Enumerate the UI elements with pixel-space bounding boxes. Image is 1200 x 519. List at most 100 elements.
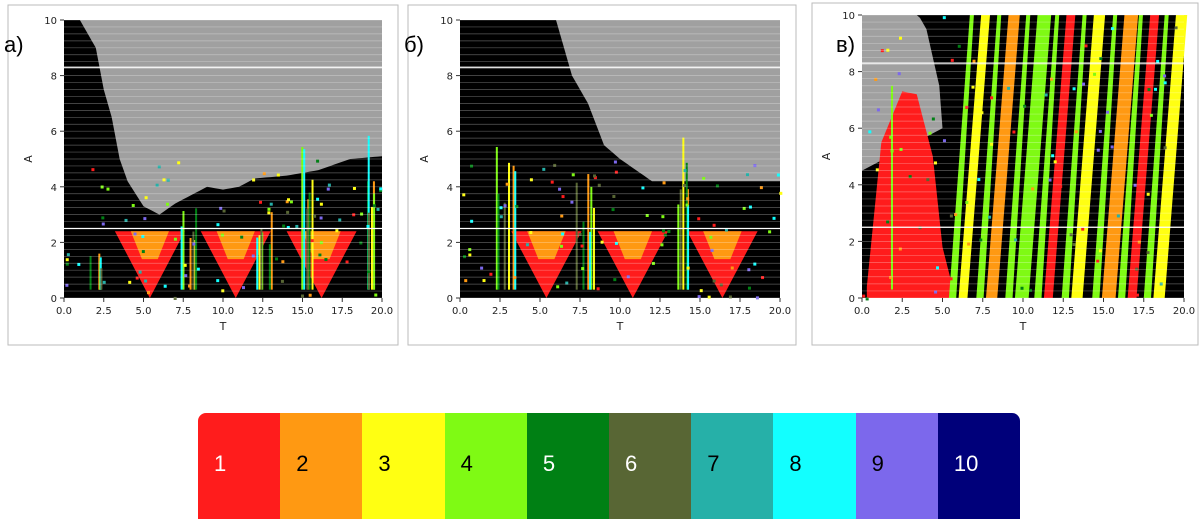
regime-dot	[1116, 214, 1120, 218]
chart-panel-2: 0.0 2.5 5.0 7.5 10.0 12.5 15.0 17.5 20.0 0 2 4 6 8 10 T…	[407, 4, 797, 346]
regime-dot	[1072, 87, 1076, 91]
regime-band	[679, 189, 682, 290]
regime-dot	[310, 239, 314, 243]
regime-dot	[597, 183, 601, 187]
regime-dot	[177, 161, 181, 165]
regime-dot	[565, 281, 569, 285]
regime-dot	[480, 266, 484, 270]
regime-band	[308, 192, 311, 290]
regime-dot	[613, 160, 617, 164]
regime-dot	[166, 202, 170, 206]
plot-area	[862, 14, 1188, 301]
regime-dot	[1146, 251, 1150, 255]
y-tick-label: 8	[849, 68, 855, 79]
regime-dot	[1099, 57, 1103, 61]
regime-dot	[865, 297, 869, 301]
regime-dot	[990, 142, 994, 146]
legend-label: 8	[789, 451, 802, 476]
regime-dot	[895, 150, 899, 154]
regime-band	[575, 182, 578, 290]
regime-dot	[65, 258, 69, 262]
regime-dot	[980, 111, 984, 115]
x-tick-label: 17.5	[331, 306, 353, 317]
x-tick-label: 7.5	[175, 306, 191, 317]
regime-dot	[886, 220, 890, 224]
regime-band	[303, 149, 306, 290]
legend-label: 5	[542, 451, 556, 476]
legend-label: 7	[707, 451, 720, 476]
regime-dot	[560, 214, 564, 218]
regime-dot	[101, 222, 105, 226]
regime-dot	[1074, 130, 1078, 134]
orange-zone-1	[130, 231, 169, 260]
legend-label: 3	[378, 451, 391, 476]
regime-dot	[1163, 81, 1167, 85]
regime-dot	[753, 262, 757, 266]
x-tick-label: 2.5	[894, 306, 910, 317]
regime-dot	[570, 200, 574, 204]
regime-dot	[144, 279, 148, 283]
regime-dot	[262, 172, 266, 176]
regime-dot	[931, 117, 935, 121]
regime-dot	[1053, 160, 1057, 164]
regime-dot	[697, 295, 701, 299]
green-line	[890, 85, 893, 290]
regime-dot	[464, 279, 468, 283]
regime-dot	[759, 186, 763, 190]
regime-dot	[352, 213, 356, 217]
regime-dot	[128, 280, 132, 284]
regime-dot	[614, 170, 618, 174]
regime-dot	[661, 215, 665, 219]
regime-dot	[324, 258, 328, 262]
regime-dot	[651, 261, 655, 265]
regime-band	[268, 244, 271, 290]
regime-dot	[724, 228, 728, 232]
regime-dot	[561, 232, 565, 236]
regime-band	[100, 268, 103, 290]
regime-dot	[513, 276, 517, 280]
regime-dot	[1072, 243, 1076, 247]
y-tick-label: 10	[842, 11, 855, 22]
regime-band	[195, 208, 198, 290]
regime-dot	[515, 205, 519, 209]
red-zone-1	[114, 231, 185, 298]
regime-dot	[600, 240, 604, 244]
regime-dot	[889, 135, 893, 139]
regime-dot	[281, 260, 285, 264]
regime-dot	[712, 223, 716, 227]
regime-band	[367, 212, 370, 290]
regime-dot	[753, 164, 757, 168]
regime-dot	[468, 248, 472, 252]
regime-band	[270, 212, 273, 290]
regime-dot	[1156, 59, 1160, 63]
regime-dot	[222, 209, 226, 213]
regime-dot	[553, 232, 557, 236]
y-tick-label: 2	[447, 238, 453, 249]
regime-dot	[1049, 77, 1053, 81]
red-zone-1	[511, 231, 582, 298]
legend-swatch-3: 3	[362, 413, 445, 519]
regime-band	[590, 186, 593, 290]
regime-band	[514, 171, 517, 290]
y-tick-label: 0	[51, 294, 57, 305]
regime-dot	[143, 217, 147, 221]
regime-dot	[868, 130, 872, 134]
regime-dot	[1096, 259, 1100, 263]
regime-dot	[1159, 282, 1163, 286]
regime-dot	[1149, 113, 1153, 117]
regime-dot	[710, 248, 714, 252]
x-tick-label: 5.0	[136, 306, 152, 317]
regime-dot	[1082, 82, 1086, 86]
regime-dot	[183, 263, 187, 267]
regime-dot	[106, 187, 110, 191]
regime-band	[311, 179, 314, 290]
regime-dot	[275, 257, 279, 261]
regime-dot	[259, 200, 263, 204]
regime-dot	[286, 225, 290, 229]
x-axis-label: T	[616, 320, 624, 333]
regime-dot	[880, 49, 884, 53]
regime-dot	[295, 224, 299, 228]
regime-dot	[470, 164, 474, 168]
regime-dot	[1133, 183, 1137, 187]
legend-swatch-7: 7	[691, 413, 774, 519]
